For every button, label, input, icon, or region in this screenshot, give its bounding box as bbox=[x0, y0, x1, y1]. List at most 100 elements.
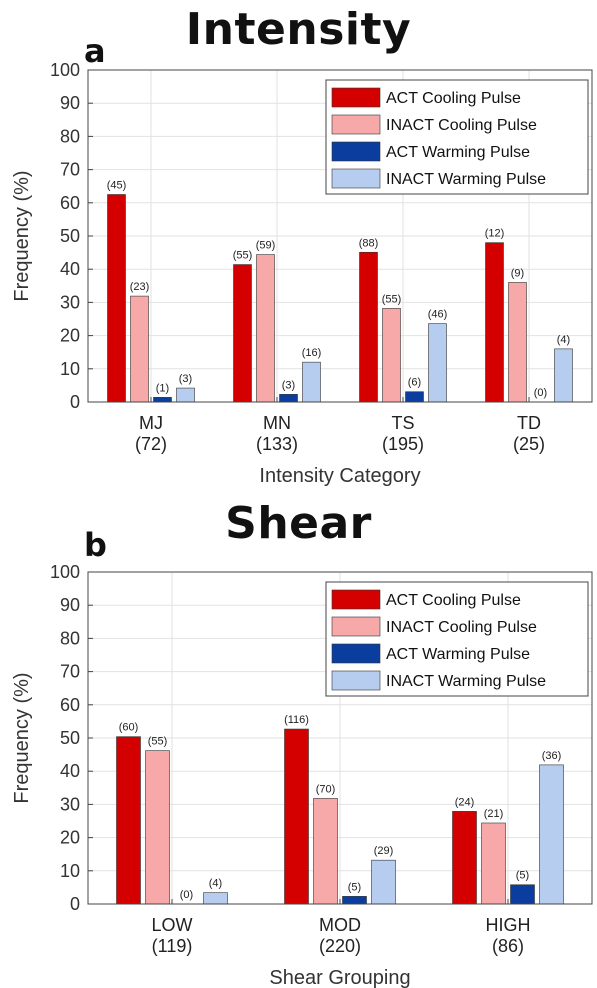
y-axis-title: Frequency (%) bbox=[11, 170, 33, 301]
bar bbox=[371, 859, 396, 905]
bar-count-label: (116) bbox=[284, 714, 309, 726]
bar bbox=[233, 264, 252, 403]
bar-count-label: (21) bbox=[484, 808, 504, 820]
y-tick-label: 60 bbox=[60, 695, 80, 715]
legend-label: INACT Cooling Pulse bbox=[386, 619, 537, 636]
y-tick-label: 40 bbox=[60, 761, 80, 781]
category-count-label: (220) bbox=[319, 936, 361, 956]
intensity-bar-chart: (45)(23)(1)(3)(55)(59)(3)(16)(88)(55)(6)… bbox=[11, 60, 593, 487]
bar bbox=[342, 896, 367, 905]
bar-count-label: (16) bbox=[302, 347, 322, 359]
bar bbox=[145, 750, 170, 905]
bar bbox=[203, 892, 228, 905]
bar-count-label: (70) bbox=[316, 783, 336, 795]
chart-title: Shear bbox=[225, 498, 372, 549]
y-tick-label: 10 bbox=[60, 359, 80, 379]
y-tick-label: 40 bbox=[60, 259, 80, 279]
y-tick-label: 50 bbox=[60, 728, 80, 748]
x-tick-label: MN bbox=[263, 413, 291, 433]
legend-label: INACT Warming Pulse bbox=[386, 171, 546, 188]
bar-count-label: (12) bbox=[485, 228, 505, 240]
bar bbox=[176, 387, 195, 403]
bar-count-label: (5) bbox=[516, 870, 529, 882]
bar-count-label: (3) bbox=[282, 379, 295, 391]
x-tick-label: TS bbox=[391, 413, 414, 433]
legend-swatch bbox=[331, 589, 381, 610]
legend-swatch bbox=[331, 141, 381, 162]
bar-count-label: (88) bbox=[359, 237, 379, 249]
legend-label: INACT Warming Pulse bbox=[386, 673, 546, 690]
bar bbox=[554, 348, 573, 403]
bar bbox=[302, 361, 321, 403]
legend-label: ACT Cooling Pulse bbox=[386, 90, 521, 107]
y-tick-label: 0 bbox=[70, 894, 80, 914]
y-tick-label: 70 bbox=[60, 160, 80, 180]
y-tick-label: 80 bbox=[60, 628, 80, 648]
bar bbox=[510, 884, 535, 905]
shear-panel: Shear b (60) (55) (0) (4) (116) (70) (5) (29) (2… bbox=[0, 494, 597, 988]
bar-count-label: (1) bbox=[156, 382, 169, 394]
y-tick-label: 100 bbox=[50, 562, 80, 582]
bar bbox=[539, 764, 564, 905]
x-tick-label: MOD bbox=[319, 915, 361, 935]
x-axis-title: Intensity Category bbox=[259, 465, 420, 487]
category-count-label: (195) bbox=[382, 434, 424, 454]
bar-count-label: (46) bbox=[428, 309, 448, 321]
category-count-label: (25) bbox=[513, 434, 545, 454]
bar bbox=[256, 254, 275, 403]
bar-count-label: (9) bbox=[511, 267, 524, 279]
x-axis-title: Shear Grouping bbox=[269, 967, 410, 988]
intensity-panel: Intensity a (45) (23) (1) (3) (55) (59) (3) (16… bbox=[11, 4, 593, 487]
y-tick-label: 60 bbox=[60, 193, 80, 213]
x-tick-label: HIGH bbox=[486, 915, 531, 935]
bar-count-label: (60) bbox=[119, 722, 139, 734]
y-tick-label: 70 bbox=[60, 662, 80, 682]
bar bbox=[452, 811, 477, 905]
bar-count-label: (55) bbox=[233, 250, 253, 262]
shear-bar-chart: (60) (55) (0) (4) (116) (70) (5) (29) (24) (21) (5… bbox=[11, 562, 593, 988]
y-tick-label: 20 bbox=[60, 828, 80, 848]
bar bbox=[405, 391, 424, 403]
bar-count-label: (24) bbox=[455, 796, 475, 808]
y-tick-label: 90 bbox=[60, 93, 80, 113]
bar bbox=[284, 728, 309, 905]
bar-count-label: (0) bbox=[180, 889, 193, 901]
y-tick-label: 10 bbox=[60, 861, 80, 881]
bar bbox=[481, 822, 506, 905]
bar-count-label: (4) bbox=[209, 878, 222, 890]
legend-label: ACT Warming Pulse bbox=[386, 144, 530, 161]
bar-count-label: (6) bbox=[408, 377, 421, 389]
bar-count-label: (29) bbox=[374, 845, 394, 857]
panel-letter: a bbox=[84, 32, 106, 70]
y-tick-label: 90 bbox=[60, 595, 80, 615]
y-tick-label: 0 bbox=[70, 392, 80, 412]
bar-count-label: (36) bbox=[542, 750, 562, 762]
legend-swatch bbox=[331, 616, 381, 637]
y-tick-label: 80 bbox=[60, 126, 80, 146]
x-tick-label: MJ bbox=[139, 413, 163, 433]
legend-label: ACT Cooling Pulse bbox=[386, 592, 521, 609]
x-tick-label: TD bbox=[517, 413, 541, 433]
bar-count-label: (0) bbox=[534, 387, 547, 399]
y-tick-label: 30 bbox=[60, 794, 80, 814]
y-tick-label: 20 bbox=[60, 326, 80, 346]
x-tick-label: LOW bbox=[151, 915, 192, 935]
legend-swatch bbox=[331, 87, 381, 108]
legend-swatch bbox=[331, 670, 381, 691]
y-tick-label: 50 bbox=[60, 226, 80, 246]
bar bbox=[508, 282, 527, 403]
category-count-label: (133) bbox=[256, 434, 298, 454]
bar-count-label: (5) bbox=[348, 881, 361, 893]
bar-count-label: (45) bbox=[107, 180, 127, 192]
bar-count-label: (4) bbox=[557, 334, 570, 346]
legend-swatch bbox=[331, 168, 381, 189]
legend-swatch bbox=[331, 643, 381, 664]
bar bbox=[130, 295, 149, 403]
bar bbox=[382, 308, 401, 403]
bar-count-label: (59) bbox=[256, 240, 276, 252]
bar-count-label: (3) bbox=[179, 373, 192, 385]
bar-count-label: (23) bbox=[130, 281, 150, 293]
chart-title: Intensity bbox=[185, 4, 412, 55]
bar-count-label: (55) bbox=[382, 293, 402, 305]
bar bbox=[153, 397, 172, 403]
